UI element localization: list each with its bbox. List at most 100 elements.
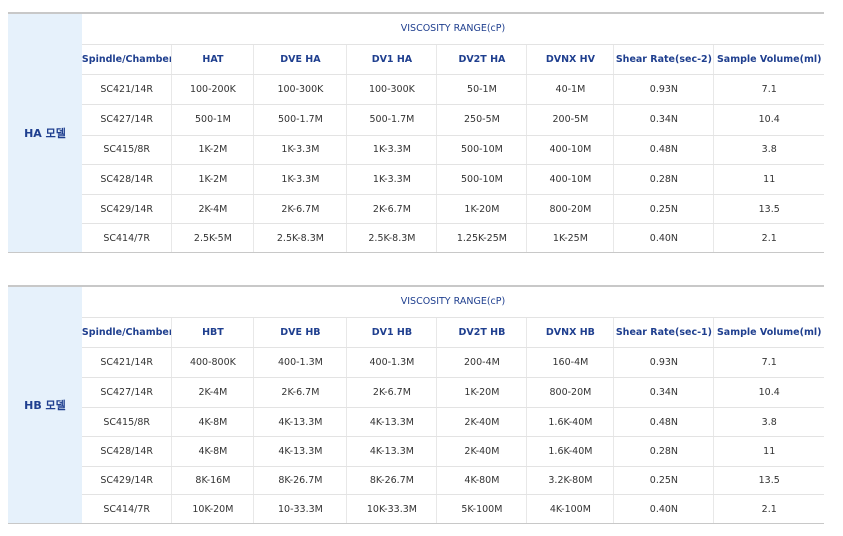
table-cell: 1K-2M (171, 164, 254, 195)
table-cell: 0.93N (613, 74, 714, 106)
table-cell: 400-10M (526, 135, 614, 165)
table-cell: 500-1M (171, 104, 254, 136)
table-row: SC428/14R 4K-8M 4K-13.3M 4K-13.3M 2K-40M… (81, 436, 824, 468)
table-cell: 0.48N (613, 135, 714, 165)
table-cell: 4K-80M (436, 466, 527, 496)
table-row: SC428/14R 1K-2M 1K-3.3M 1K-3.3M 500-10M … (81, 164, 824, 195)
header-hbt: HBT (171, 317, 254, 348)
table-cell: 400-1.3M (253, 347, 347, 378)
table-cell: 1K-20M (436, 377, 527, 409)
table-cell: 8K-26.7M (253, 466, 347, 496)
table-cell: SC415/8R (81, 135, 172, 165)
table-cell: 2K-40M (436, 436, 527, 468)
table-cell: 2.1 (713, 494, 824, 523)
table-cell: 3.8 (713, 135, 824, 165)
table-cell: 0.28N (613, 436, 714, 468)
table-row: SC414/7R 10K-20M 10-33.3M 10K-33.3M 5K-1… (82, 494, 824, 523)
table-cell: 250-5M (436, 104, 527, 136)
table-cell: 5K-100M (436, 494, 527, 523)
table-cell: 160-4M (526, 347, 614, 378)
table-cell: 500-10M (436, 164, 527, 195)
header-spindle-chamber: Spindle/Chamber (81, 44, 172, 76)
table-cell: 2.5K-8.3M (253, 223, 347, 252)
header-dv1-hb: DV1 HB (346, 317, 437, 348)
table-cell: 500-1.7M (253, 104, 347, 136)
table-cell: 10.4 (713, 377, 824, 409)
table-row: SC427/14R 2K-4M 2K-6.7M 2K-6.7M 1K-20M 8… (81, 377, 824, 409)
table-cell: 3.2K-80M (526, 466, 614, 496)
table-cell: 100-300K (346, 74, 437, 106)
header-dve-hb: DVE HB (253, 317, 347, 348)
table-cell: 2K-6.7M (346, 377, 437, 409)
table-cell: 2.5K-8.3M (346, 223, 437, 252)
table-cell: 1K-3.3M (253, 164, 347, 195)
ha-model-label: HA 모델 (8, 14, 82, 252)
table-cell: 0.34N (613, 377, 714, 409)
table-cell: 1K-3.3M (253, 135, 347, 165)
table-cell: 0.34N (613, 104, 714, 136)
table-cell: SC427/14R (81, 104, 172, 136)
table-cell: 0.40N (613, 223, 714, 252)
table-cell: 4K-8M (171, 407, 254, 438)
table-cell: 11 (713, 164, 824, 195)
table-cell: 13.5 (713, 466, 824, 496)
table-row: SC415/8R 4K-8M 4K-13.3M 4K-13.3M 2K-40M … (81, 407, 824, 438)
table-cell: 4K-13.3M (346, 436, 437, 468)
table-cell: 1.6K-40M (526, 436, 614, 468)
table-cell: 400-1.3M (346, 347, 437, 378)
table-row: SC429/14R 2K-4M 2K-6.7M 2K-6.7M 1K-20M 8… (81, 194, 824, 225)
table-cell: 0.28N (613, 164, 714, 195)
table-cell: 50-1M (436, 74, 527, 106)
table-row: SC421/14R 100-200K 100-300K 100-300K 50-… (81, 74, 824, 106)
table-cell: 2K-6.7M (253, 377, 347, 409)
table-cell: SC428/14R (81, 164, 172, 195)
header-dve-ha: DVE HA (253, 44, 347, 76)
table-row: SC414/7R 2.5K-5M 2.5K-8.3M 2.5K-8.3M 1.2… (82, 223, 824, 252)
table-cell: 10K-33.3M (346, 494, 437, 523)
table-cell: 0.40N (613, 494, 714, 523)
table-cell: 1.6K-40M (526, 407, 614, 438)
viscosity-range-title: VISCOSITY RANGE(cP) (81, 14, 824, 45)
table-cell: 200-5M (526, 104, 614, 136)
table-cell: 400-10M (526, 164, 614, 195)
table-cell: 1K-20M (436, 194, 527, 225)
table-cell: 2.1 (713, 223, 824, 252)
table-cell: 800-20M (526, 194, 614, 225)
ha-model-section: HA 모델 VISCOSITY RANGE(cP) Spindle/Chambe… (8, 12, 824, 253)
table-cell: 4K-13.3M (253, 407, 347, 438)
table-cell: 2K-4M (171, 377, 254, 409)
table-cell: SC428/14R (81, 436, 172, 468)
table-cell: 8K-16M (171, 466, 254, 496)
table-cell: 2K-6.7M (346, 194, 437, 225)
table-cell: 40-1M (526, 74, 614, 106)
table-cell: 10K-20M (171, 494, 254, 523)
table-cell: SC415/8R (81, 407, 172, 438)
header-spindle-chamber: Spindle/Chamber (81, 317, 172, 348)
table-cell: 400-800K (171, 347, 254, 378)
table-cell: 8K-26.7M (346, 466, 437, 496)
table-cell: SC429/14R (81, 466, 172, 496)
table-cell: 13.5 (713, 194, 824, 225)
header-dv1-ha: DV1 HA (346, 44, 437, 76)
table-cell: 2K-6.7M (253, 194, 347, 225)
table-cell: SC427/14R (81, 377, 172, 409)
table-cell: 2K-4M (171, 194, 254, 225)
table-row: SC415/8R 1K-2M 1K-3.3M 1K-3.3M 500-10M 4… (81, 135, 824, 165)
header-dvnx-hb: DVNX HB (526, 317, 614, 348)
table-cell: 0.25N (613, 194, 714, 225)
table-cell: 1K-2M (171, 135, 254, 165)
table-cell: 800-20M (526, 377, 614, 409)
table-cell: 100-300K (253, 74, 347, 106)
header-shear-rate: Shear Rate(sec-2) (613, 44, 714, 76)
table-cell: 10-33.3M (253, 494, 347, 523)
table-cell: SC421/14R (81, 347, 172, 378)
table-cell: 500-10M (436, 135, 527, 165)
table-cell: 0.25N (613, 466, 714, 496)
header-shear-rate: Shear Rate(sec-1) (613, 317, 714, 348)
table-cell: 7.1 (713, 74, 824, 106)
header-dvnx-hv: DVNX HV (526, 44, 614, 76)
table-cell: 10.4 (713, 104, 824, 136)
table-cell: 2K-40M (436, 407, 527, 438)
viscosity-range-title: VISCOSITY RANGE(cP) (81, 287, 824, 318)
table-cell: 500-1.7M (346, 104, 437, 136)
